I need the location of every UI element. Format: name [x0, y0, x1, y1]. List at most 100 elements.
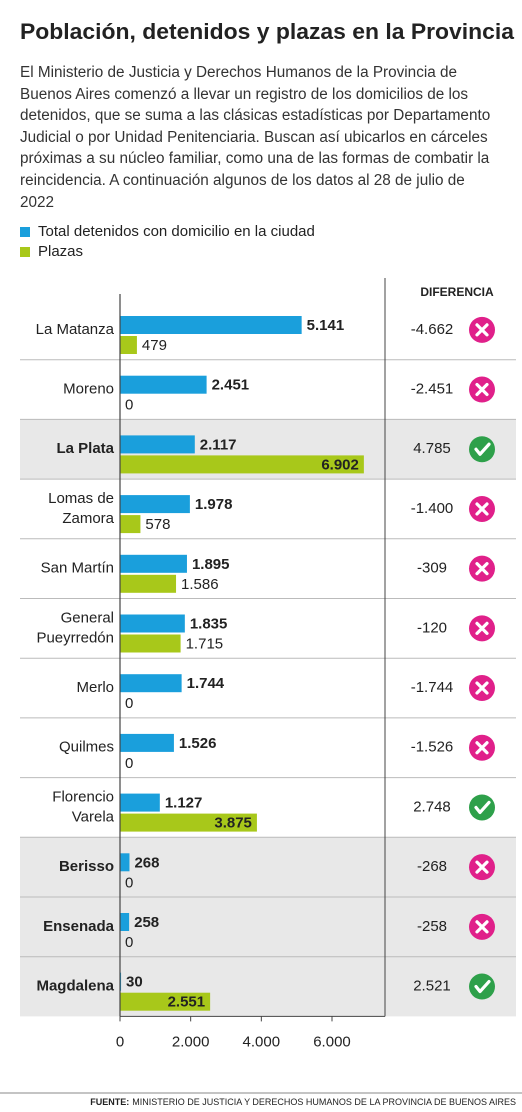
icon-cross [475, 562, 489, 576]
icon-cross [475, 502, 489, 516]
difference-label: -2.451 [411, 381, 454, 398]
status-icon [469, 615, 495, 642]
bar [120, 435, 195, 454]
value-label: 578 [145, 516, 170, 533]
difference-label: -4.662 [411, 321, 454, 338]
value-label: 1.526 [179, 735, 217, 752]
status-icon [469, 675, 495, 702]
bar [120, 674, 182, 693]
icon-circle [469, 794, 495, 821]
value-label: 0 [125, 755, 133, 772]
bar [120, 614, 185, 633]
source-text: MINISTERIO DE JUSTICIA Y DERECHOS HUMANO… [132, 1097, 516, 1107]
difference-label: -268 [417, 858, 447, 875]
category-label: Lomas de Zamora [48, 490, 115, 527]
status-icon [469, 794, 495, 821]
bar [120, 316, 302, 334]
value-label: 5.141 [307, 317, 345, 334]
category-label: San Martín [41, 560, 114, 577]
icon-cross [475, 681, 489, 695]
row-highlight [20, 837, 516, 897]
bar [120, 813, 257, 832]
category-label: Magdalena [36, 978, 114, 995]
bar [120, 574, 177, 593]
icon-cross [475, 860, 489, 874]
legend-label: Total detenidos con domicilio en la ciud… [38, 223, 315, 240]
icon-check [474, 800, 491, 815]
value-label: 258 [134, 914, 159, 931]
icon-circle [469, 436, 495, 463]
bar [120, 336, 137, 354]
category-label: Florencio Varela [52, 788, 114, 825]
status-icon [469, 734, 495, 761]
difference-label: -1.744 [411, 679, 454, 696]
bar [120, 733, 174, 752]
chart-title: Población, detenidos y plazas en la Prov… [20, 19, 515, 44]
value-label: 1.744 [187, 675, 225, 692]
x-tick-label: 2.000 [172, 1033, 210, 1050]
row-highlight [20, 956, 516, 1017]
status-icon [469, 495, 495, 522]
category-label: Merlo [76, 679, 114, 696]
value-label: 1.835 [190, 615, 228, 632]
value-label: 0 [125, 934, 133, 951]
label-line: Pueyrredón [36, 629, 114, 646]
difference-header: DIFERENCIA [420, 285, 494, 299]
bar [120, 515, 141, 534]
status-icon [469, 973, 495, 1000]
difference-label: -309 [417, 560, 447, 577]
description: El Ministerio de Justicia y Derechos Hum… [20, 64, 491, 211]
value-label: 30 [126, 974, 143, 991]
status-icon [469, 376, 495, 403]
x-tick-label: 4.000 [243, 1033, 281, 1050]
icon-cross [475, 621, 489, 635]
bar [120, 495, 190, 514]
value-label: 0 [125, 874, 133, 891]
status-icon [469, 436, 495, 463]
label-line: Lomas de [48, 490, 114, 507]
value-label: 1.978 [195, 496, 233, 513]
status-icon [469, 854, 495, 881]
legend-label: Plazas [38, 243, 83, 260]
value-label: 2.117 [200, 436, 237, 453]
bar [120, 554, 187, 573]
icon-check [474, 979, 491, 994]
x-tick-label: 0 [116, 1033, 124, 1050]
row-highlight [20, 897, 516, 957]
difference-label: -120 [417, 619, 447, 636]
legend-swatch [20, 247, 30, 257]
category-label: Berisso [59, 858, 114, 875]
bar [120, 375, 207, 394]
label-line: General [61, 609, 114, 626]
source-label: FUENTE: [90, 1097, 129, 1107]
source: FUENTE: MINISTERIO DE JUSTICIA Y DERECHOS… [90, 1097, 516, 1107]
bar [120, 992, 211, 1011]
category-label: La Plata [56, 440, 114, 457]
value-label: 1.127 [165, 795, 203, 812]
legend-swatch [20, 227, 30, 237]
status-icon [469, 913, 495, 940]
value-label: 268 [134, 854, 159, 871]
icon-cross [475, 323, 489, 337]
value-label: 0 [125, 397, 133, 414]
value-label: 1.715 [186, 635, 224, 652]
difference-label: -258 [417, 918, 447, 935]
icon-cross [475, 382, 489, 397]
bar [120, 455, 364, 474]
category-label: General Pueyrredón [36, 609, 114, 646]
value-label: 1.586 [181, 576, 219, 593]
category-label: Moreno [63, 381, 114, 398]
bar [120, 853, 130, 872]
difference-label: 4.785 [413, 440, 451, 457]
bar [120, 913, 130, 931]
value-label: 2.551 [168, 994, 206, 1011]
label-line: Florencio [52, 788, 114, 805]
value-label: 1.895 [192, 556, 230, 573]
icon-cross [475, 920, 489, 934]
category-label: Quilmes [59, 739, 114, 756]
value-label: 6.902 [321, 456, 359, 473]
icon-cross [475, 741, 489, 755]
value-label: 479 [142, 337, 167, 354]
